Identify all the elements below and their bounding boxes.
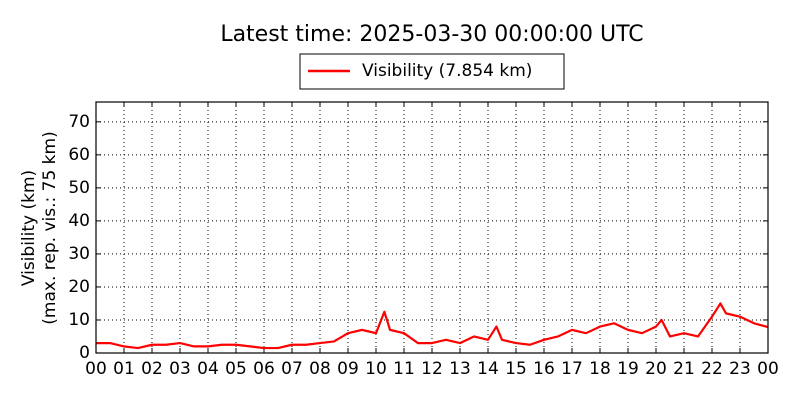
x-tick-label: 11 — [393, 359, 415, 379]
x-tick-label: 02 — [141, 359, 163, 379]
x-tick-label: 12 — [421, 359, 443, 379]
y-tick-label: 30 — [68, 244, 90, 264]
x-tick-label: 13 — [449, 359, 471, 379]
x-tick-label: 22 — [701, 359, 723, 379]
x-tick-label: 23 — [729, 359, 751, 379]
x-tick-label: 15 — [505, 359, 527, 379]
x-tick-label: 09 — [337, 359, 359, 379]
x-tick-label: 14 — [477, 359, 499, 379]
x-tick-label: 19 — [617, 359, 639, 379]
x-tick-label: 05 — [225, 359, 247, 379]
legend-label: Visibility (7.854 km) — [362, 61, 532, 81]
y-tick-label: 70 — [68, 112, 90, 132]
x-tick-label: 17 — [561, 359, 583, 379]
x-tick-label: 01 — [113, 359, 135, 379]
y-axis-label: Visibility (km) — [19, 170, 39, 286]
y-tick-label: 50 — [68, 178, 90, 198]
y-tick-label: 10 — [68, 310, 90, 330]
x-tick-label: 16 — [533, 359, 555, 379]
x-tick-label: 00 — [757, 359, 779, 379]
x-tick-label: 00 — [85, 359, 107, 379]
y-tick-label: 20 — [68, 277, 90, 297]
data-line — [96, 302, 769, 350]
y-axis-label: (max. rep. vis.: 75 km) — [40, 131, 60, 324]
x-tick-label: 18 — [589, 359, 611, 379]
x-tick-label: 10 — [365, 359, 387, 379]
x-tick-label: 08 — [309, 359, 331, 379]
y-tick-label: 40 — [68, 211, 90, 231]
y-tick-label: 60 — [68, 145, 90, 165]
x-tick-label: 20 — [645, 359, 667, 379]
plot-frame — [95, 101, 769, 354]
x-tick-label: 07 — [281, 359, 303, 379]
x-tick-label: 03 — [169, 359, 191, 379]
x-tick-label: 04 — [197, 359, 219, 379]
legend-box — [299, 53, 565, 90]
chart-title: Latest time: 2025-03-30 00:00:00 UTC — [220, 22, 643, 47]
y-tick-label: 0 — [79, 343, 90, 363]
x-tick-label: 21 — [673, 359, 695, 379]
x-tick-label: 06 — [253, 359, 275, 379]
